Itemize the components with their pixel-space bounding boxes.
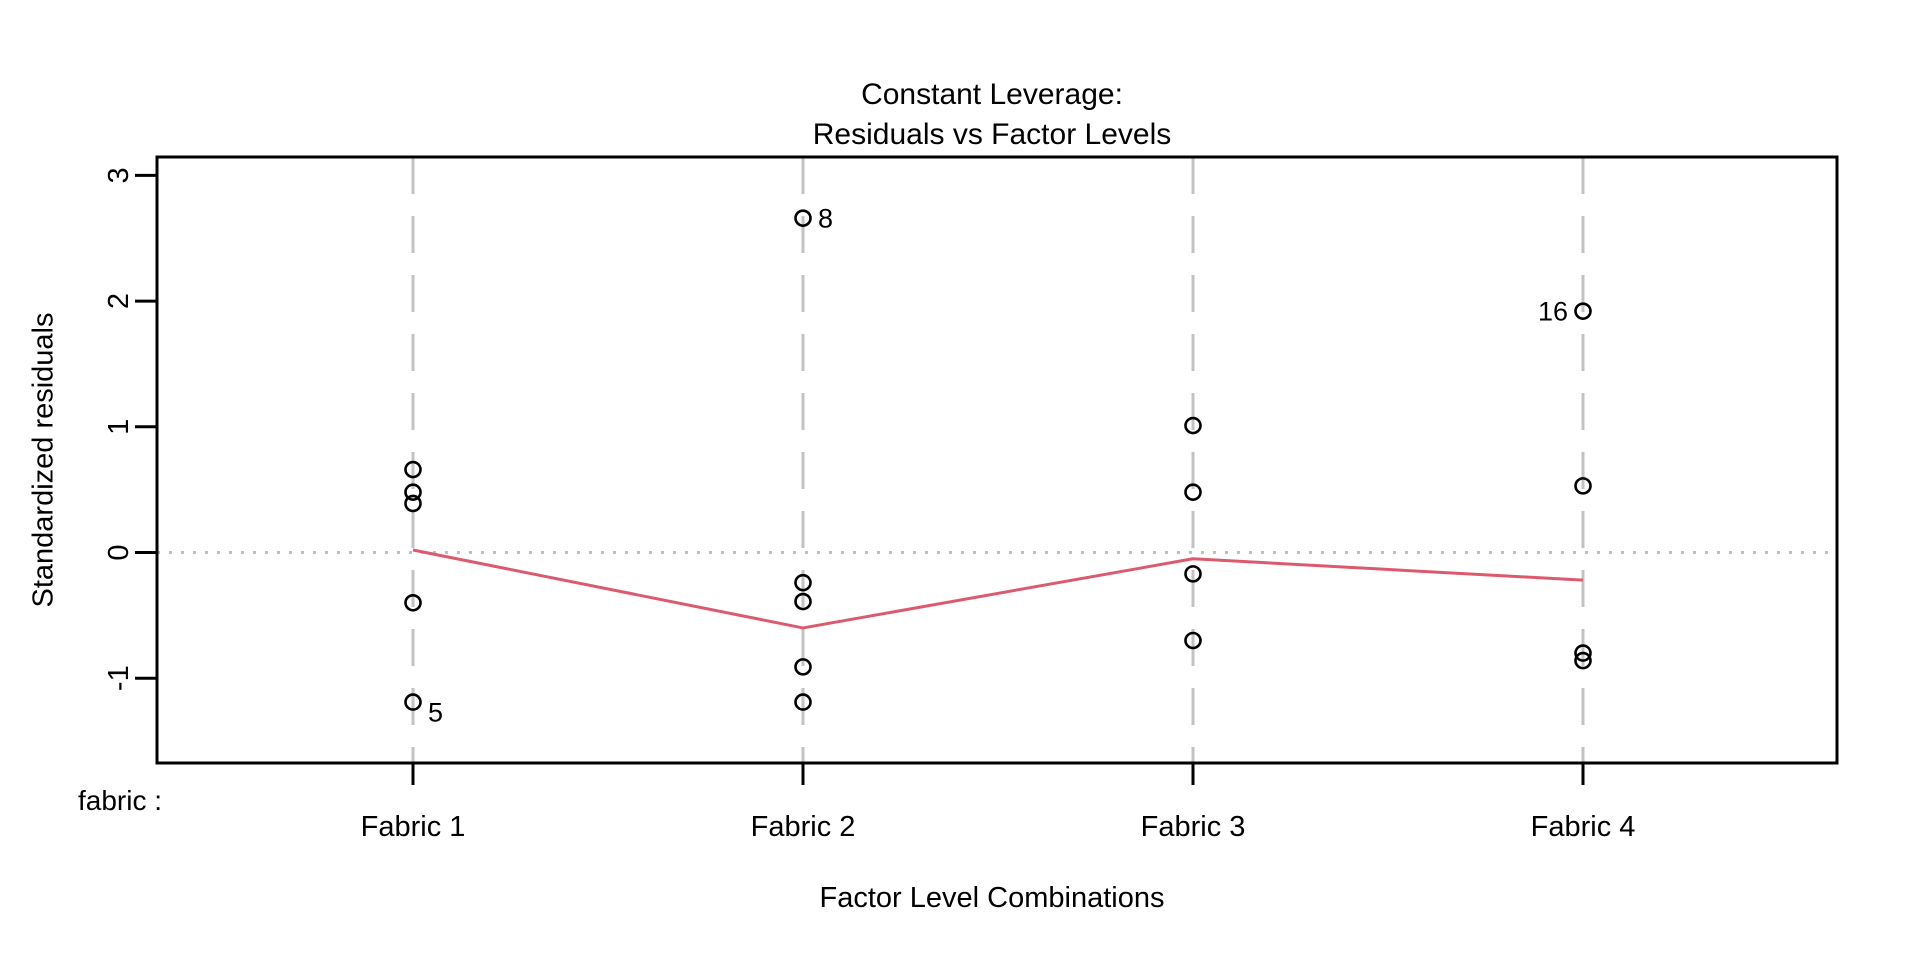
data-point [794,592,812,611]
point-id-label: 5 [428,698,443,728]
y-axis-tick-label: 0 [103,544,135,560]
data-point [404,693,422,711]
x-axis-title: Factor Level Combinations [819,882,1165,914]
data-point [404,494,422,513]
data-point [794,209,812,227]
point-id-label: 16 [1538,297,1568,327]
data-point [1184,483,1202,501]
x-category-label: Fabric 2 [750,811,856,843]
y-axis-tick-label: 1 [103,419,135,435]
factor-means-line [412,548,1584,630]
y-axis-tick-label: -1 [103,665,135,691]
data-point [794,693,812,711]
data-point [794,658,812,676]
x-category-label: Fabric 4 [1530,811,1636,843]
point-id-label: 8 [818,204,833,234]
x-category-label: Fabric 3 [1140,811,1246,843]
data-point [1184,565,1202,583]
data-point [404,483,422,501]
plot-box [155,155,1839,765]
chart-title-line1: Constant Leverage: [861,78,1123,111]
data-point [404,593,422,612]
data-point [404,460,422,479]
data-point [1574,477,1592,495]
y-axis-tick-label: 3 [103,167,135,183]
chart-title: Constant Leverage: Residuals vs Factor L… [813,75,1171,155]
y-axis-tick-label: 2 [103,293,135,309]
data-point [1574,651,1592,670]
data-point [1184,416,1202,435]
factor-axis-prefix: fabric : [78,785,163,816]
x-category-label: Fabric 1 [360,811,466,843]
data-point [1574,302,1592,320]
data-point [794,573,812,592]
data-point [1184,631,1202,650]
data-point [1574,644,1592,662]
chart-title-line2: Residuals vs Factor Levels [812,118,1172,151]
y-axis-title: Standardized residuals [27,312,60,608]
